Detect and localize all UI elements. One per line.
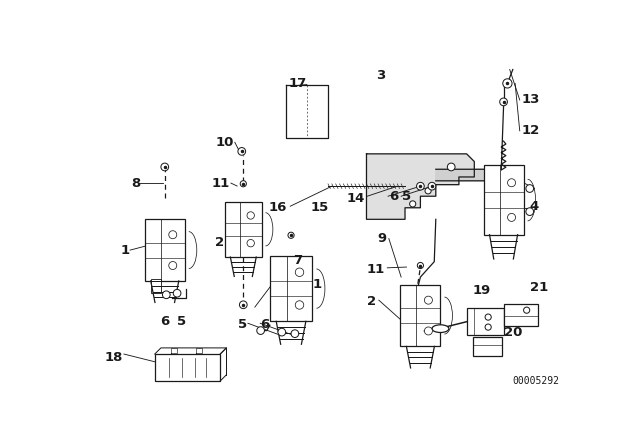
Text: 5: 5 [238, 318, 247, 332]
Circle shape [485, 324, 492, 330]
Ellipse shape [432, 325, 449, 332]
Text: 11: 11 [367, 263, 385, 276]
Text: 7: 7 [293, 254, 303, 267]
Text: 13: 13 [522, 94, 540, 107]
Circle shape [295, 268, 304, 276]
Text: 19: 19 [473, 284, 491, 297]
Text: 15: 15 [311, 201, 330, 214]
Circle shape [295, 301, 304, 309]
Circle shape [508, 179, 516, 187]
FancyBboxPatch shape [270, 256, 312, 321]
FancyBboxPatch shape [504, 304, 538, 326]
Text: 17: 17 [288, 77, 307, 90]
Text: 5: 5 [177, 315, 186, 328]
Text: 5: 5 [402, 190, 411, 202]
Text: 21: 21 [530, 280, 548, 293]
FancyBboxPatch shape [401, 285, 440, 346]
Circle shape [503, 79, 512, 88]
Text: 3: 3 [376, 69, 385, 82]
Polygon shape [367, 154, 474, 220]
Text: 2: 2 [215, 236, 224, 249]
Text: 00005292: 00005292 [512, 376, 559, 386]
Text: 8: 8 [131, 177, 140, 190]
Circle shape [163, 291, 170, 299]
Circle shape [526, 208, 534, 215]
Circle shape [410, 201, 416, 207]
Text: 1: 1 [312, 278, 322, 291]
FancyBboxPatch shape [145, 220, 185, 281]
Bar [151, 280, 161, 293]
Text: 6: 6 [160, 315, 170, 328]
Text: 9: 9 [378, 232, 387, 245]
FancyBboxPatch shape [467, 308, 504, 335]
Text: 6: 6 [260, 318, 269, 332]
Circle shape [239, 301, 247, 309]
Text: 14: 14 [347, 192, 365, 205]
Text: 20: 20 [504, 326, 522, 339]
Text: 12: 12 [522, 124, 540, 137]
Polygon shape [436, 169, 524, 181]
Circle shape [247, 240, 254, 247]
Circle shape [173, 289, 181, 297]
Circle shape [161, 163, 168, 171]
Text: 1: 1 [120, 244, 129, 257]
Text: 18: 18 [105, 351, 123, 364]
Circle shape [288, 232, 294, 238]
Circle shape [485, 314, 492, 320]
Circle shape [424, 296, 433, 304]
Circle shape [500, 98, 508, 106]
Circle shape [240, 181, 246, 187]
Circle shape [291, 330, 299, 337]
Circle shape [169, 231, 177, 239]
Circle shape [508, 213, 516, 221]
Circle shape [278, 328, 285, 336]
Circle shape [247, 212, 254, 219]
Circle shape [524, 307, 530, 313]
Text: 11: 11 [212, 177, 230, 190]
Circle shape [425, 188, 431, 194]
Circle shape [417, 182, 424, 190]
Circle shape [257, 327, 264, 334]
Text: 6: 6 [390, 190, 399, 202]
Circle shape [447, 163, 455, 171]
Text: 10: 10 [216, 136, 234, 149]
FancyBboxPatch shape [473, 337, 502, 356]
Circle shape [424, 327, 433, 335]
Text: 16: 16 [269, 201, 287, 214]
Circle shape [169, 262, 177, 270]
Circle shape [428, 182, 436, 190]
FancyBboxPatch shape [155, 354, 220, 381]
Text: 2: 2 [367, 295, 376, 308]
Circle shape [417, 263, 424, 269]
Text: 4: 4 [530, 200, 539, 213]
FancyBboxPatch shape [225, 202, 262, 257]
FancyBboxPatch shape [484, 165, 524, 235]
Circle shape [238, 147, 246, 155]
Circle shape [526, 185, 534, 192]
